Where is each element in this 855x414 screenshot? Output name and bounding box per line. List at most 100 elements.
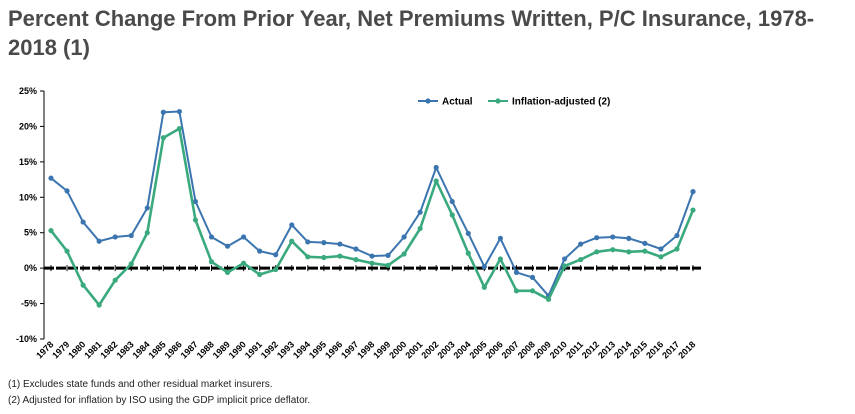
- data-point-actual: [594, 235, 600, 241]
- x-tick-label: 1979: [50, 339, 71, 360]
- data-point-actual: [305, 239, 311, 245]
- data-point-inflation-adjusted: [192, 217, 199, 223]
- data-point-actual: [224, 243, 231, 249]
- series-group: [48, 108, 696, 308]
- data-point-inflation-adjusted: [578, 257, 584, 263]
- data-point-actual: [433, 164, 439, 171]
- x-tick-label: 1981: [82, 339, 103, 360]
- x-tick-label: 1978: [34, 339, 55, 360]
- x-tick-label: 2000: [387, 339, 408, 360]
- data-point-actual: [690, 189, 696, 195]
- data-point-actual: [497, 235, 503, 241]
- x-tick-label: 1995: [307, 339, 328, 360]
- data-point-actual: [417, 209, 423, 215]
- x-tick-label: 2005: [468, 339, 489, 360]
- legend-marker-actual: [425, 98, 431, 104]
- x-tick-label: 2007: [500, 339, 521, 360]
- data-point-actual: [513, 269, 520, 275]
- data-point-actual: [80, 219, 86, 225]
- x-tick-label: 2011: [564, 339, 585, 360]
- data-point-inflation-adjusted: [465, 250, 471, 256]
- data-point-inflation-adjusted: [305, 254, 311, 260]
- x-tick-label: 1989: [211, 339, 232, 360]
- data-point-actual: [610, 234, 616, 240]
- x-tick-label: 1992: [259, 339, 280, 360]
- data-point-inflation-adjusted: [642, 248, 648, 254]
- data-point-inflation-adjusted: [273, 266, 279, 273]
- y-tick-label: 0%: [24, 263, 37, 273]
- data-point-inflation-adjusted: [48, 227, 54, 234]
- data-point-actual: [401, 234, 407, 240]
- data-point-inflation-adjusted: [449, 212, 455, 218]
- data-point-inflation-adjusted: [369, 260, 375, 266]
- data-point-inflation-adjusted: [594, 249, 600, 255]
- data-point-actual: [48, 175, 54, 181]
- data-point-actual: [289, 222, 295, 228]
- y-tick-label: 10%: [19, 192, 37, 202]
- data-point-inflation-adjusted: [513, 288, 520, 294]
- x-tick-label: 1994: [291, 339, 312, 360]
- data-point-inflation-adjusted: [241, 260, 247, 266]
- data-point-inflation-adjusted: [80, 282, 86, 288]
- data-point-actual: [257, 248, 263, 254]
- data-point-inflation-adjusted: [658, 254, 664, 260]
- data-point-actual: [353, 246, 359, 252]
- data-point-inflation-adjusted: [128, 261, 134, 267]
- legend-label-inflation-adjusted: Inflation-adjusted (2): [512, 97, 610, 108]
- data-point-actual: [529, 274, 536, 280]
- x-tick-label: 1980: [66, 339, 87, 360]
- x-tick-label: 2002: [419, 339, 440, 360]
- footnote-2: (2) Adjusted for inflation by ISO using …: [8, 395, 311, 406]
- x-tick-label: 1987: [179, 339, 200, 360]
- data-point-actual: [128, 232, 134, 239]
- data-point-inflation-adjusted: [64, 248, 70, 254]
- data-point-actual: [241, 234, 247, 240]
- y-tick-label: 15%: [19, 157, 37, 167]
- data-point-actual: [578, 241, 584, 247]
- data-point-actual: [481, 264, 487, 270]
- data-point-actual: [465, 230, 471, 237]
- chart-title: Percent Change From Prior Year, Net Prem…: [8, 6, 815, 60]
- x-tick-label: 1990: [227, 339, 248, 360]
- x-tick-label: 2018: [676, 339, 697, 360]
- x-tick-label: 1984: [130, 339, 151, 360]
- footnote-1: (1) Excludes state funds and other resid…: [8, 379, 273, 390]
- data-point-actual: [160, 109, 166, 115]
- legend-label-actual: Actual: [442, 97, 473, 108]
- data-point-inflation-adjusted: [144, 230, 150, 236]
- y-tick-label: 20%: [19, 121, 37, 131]
- x-tick-label: 2012: [580, 339, 601, 360]
- data-point-inflation-adjusted: [610, 247, 616, 253]
- x-tick-label: 1985: [147, 339, 168, 360]
- data-point-actual: [369, 253, 375, 259]
- x-tick-label: 1983: [114, 339, 135, 360]
- data-point-inflation-adjusted: [562, 263, 568, 269]
- x-tick-label: 1982: [98, 339, 119, 360]
- data-point-inflation-adjusted: [160, 135, 166, 141]
- data-point-inflation-adjusted: [417, 225, 423, 232]
- data-point-actual: [385, 252, 391, 258]
- data-point-inflation-adjusted: [257, 271, 263, 278]
- x-tick-label: 1986: [163, 339, 184, 360]
- x-tick-label: 2008: [516, 339, 537, 360]
- data-point-actual: [626, 235, 632, 241]
- data-point-inflation-adjusted: [401, 251, 407, 257]
- x-tick-label: 2010: [548, 339, 569, 360]
- y-tick-label: -5%: [21, 299, 37, 309]
- data-point-actual: [674, 232, 680, 239]
- x-tick-label: 1996: [323, 339, 344, 360]
- data-point-actual: [208, 234, 215, 240]
- x-tick-label: 2017: [660, 339, 681, 360]
- x-tick-label: 2009: [532, 339, 553, 360]
- x-tick-label: 2001: [403, 339, 424, 360]
- data-point-inflation-adjusted: [208, 259, 215, 265]
- data-point-actual: [273, 252, 279, 258]
- data-point-actual: [96, 238, 102, 244]
- y-tick-label: -10%: [16, 334, 37, 344]
- data-point-inflation-adjusted: [224, 269, 231, 275]
- data-point-inflation-adjusted: [545, 296, 552, 302]
- data-point-inflation-adjusted: [176, 125, 182, 132]
- data-point-actual: [337, 241, 343, 247]
- x-tick-label: 2006: [484, 339, 505, 360]
